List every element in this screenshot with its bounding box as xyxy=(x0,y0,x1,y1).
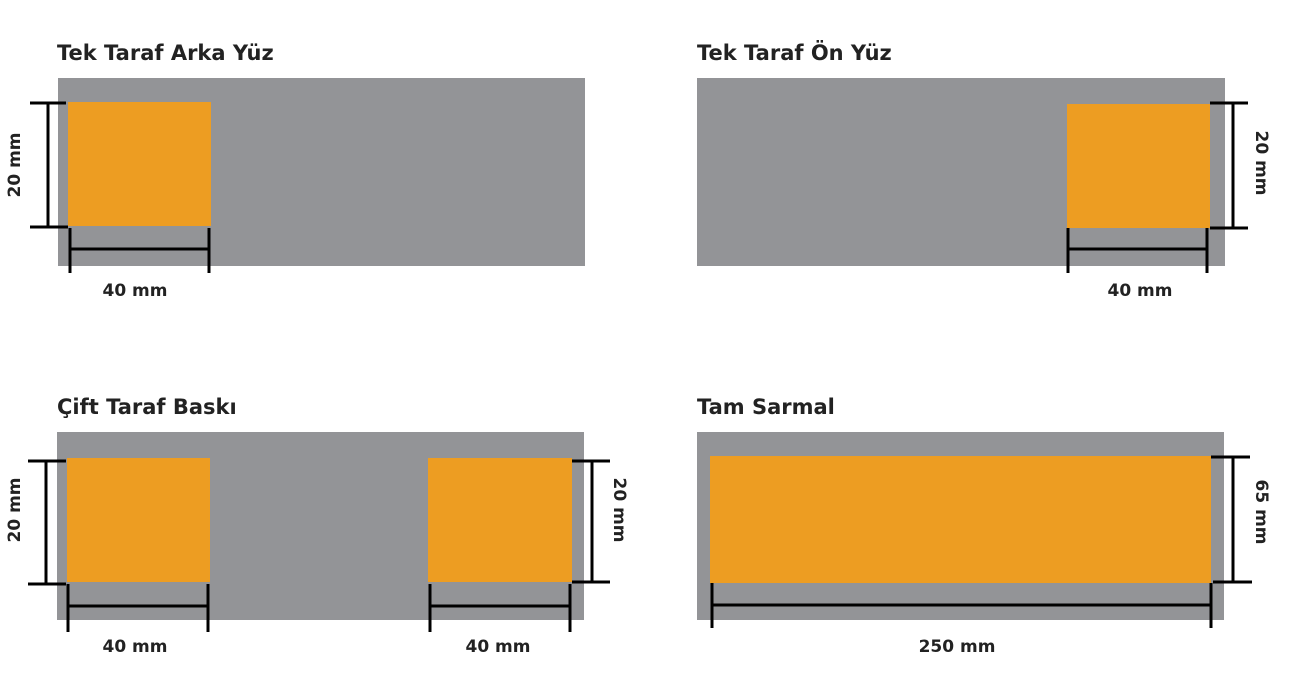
height-dimension-right xyxy=(572,459,610,584)
width-dimension-right xyxy=(428,584,572,632)
height-label-right: 20 mm xyxy=(609,477,629,542)
width-label: 40 mm xyxy=(102,281,167,301)
height-label-left: 20 mm xyxy=(5,477,25,542)
width-label: 250 mm xyxy=(919,637,996,657)
print-area-right xyxy=(428,458,572,582)
width-label-left: 40 mm xyxy=(102,637,167,657)
width-dimension xyxy=(68,228,211,273)
height-label: 65 mm xyxy=(1251,479,1271,544)
width-label-right: 40 mm xyxy=(465,637,530,657)
panel-title: Tam Sarmal xyxy=(697,395,835,419)
height-label: 20 mm xyxy=(5,132,25,197)
width-dimension xyxy=(1066,228,1209,273)
print-area-left xyxy=(67,458,210,582)
print-area xyxy=(710,456,1211,583)
panel-title: Tek Taraf Arka Yüz xyxy=(57,41,274,65)
width-label: 40 mm xyxy=(1107,281,1172,301)
width-dimension-left xyxy=(66,584,210,632)
height-dimension xyxy=(1211,455,1252,584)
panel-tam-sarmal: Tam Sarmal 65 mm 250 mm xyxy=(697,395,1271,657)
height-dimension xyxy=(1210,101,1248,230)
print-area xyxy=(68,102,211,226)
panel-cift-taraf-baski: Çift Taraf Baskı 20 mm 20 mm 40 mm 40 mm xyxy=(5,395,629,657)
panel-title: Çift Taraf Baskı xyxy=(57,395,237,419)
print-area xyxy=(1067,104,1210,228)
height-dimension xyxy=(30,101,68,229)
panel-title: Tek Taraf Ön Yüz xyxy=(697,40,892,65)
panel-tek-taraf-arka-yuz: Tek Taraf Arka Yüz 20 mm 40 mm xyxy=(5,41,585,301)
height-label: 20 mm xyxy=(1251,130,1271,195)
width-dimension xyxy=(710,583,1213,628)
panel-tek-taraf-on-yuz: Tek Taraf Ön Yüz 20 mm 40 mm xyxy=(697,40,1271,301)
height-dimension-left xyxy=(28,459,66,586)
